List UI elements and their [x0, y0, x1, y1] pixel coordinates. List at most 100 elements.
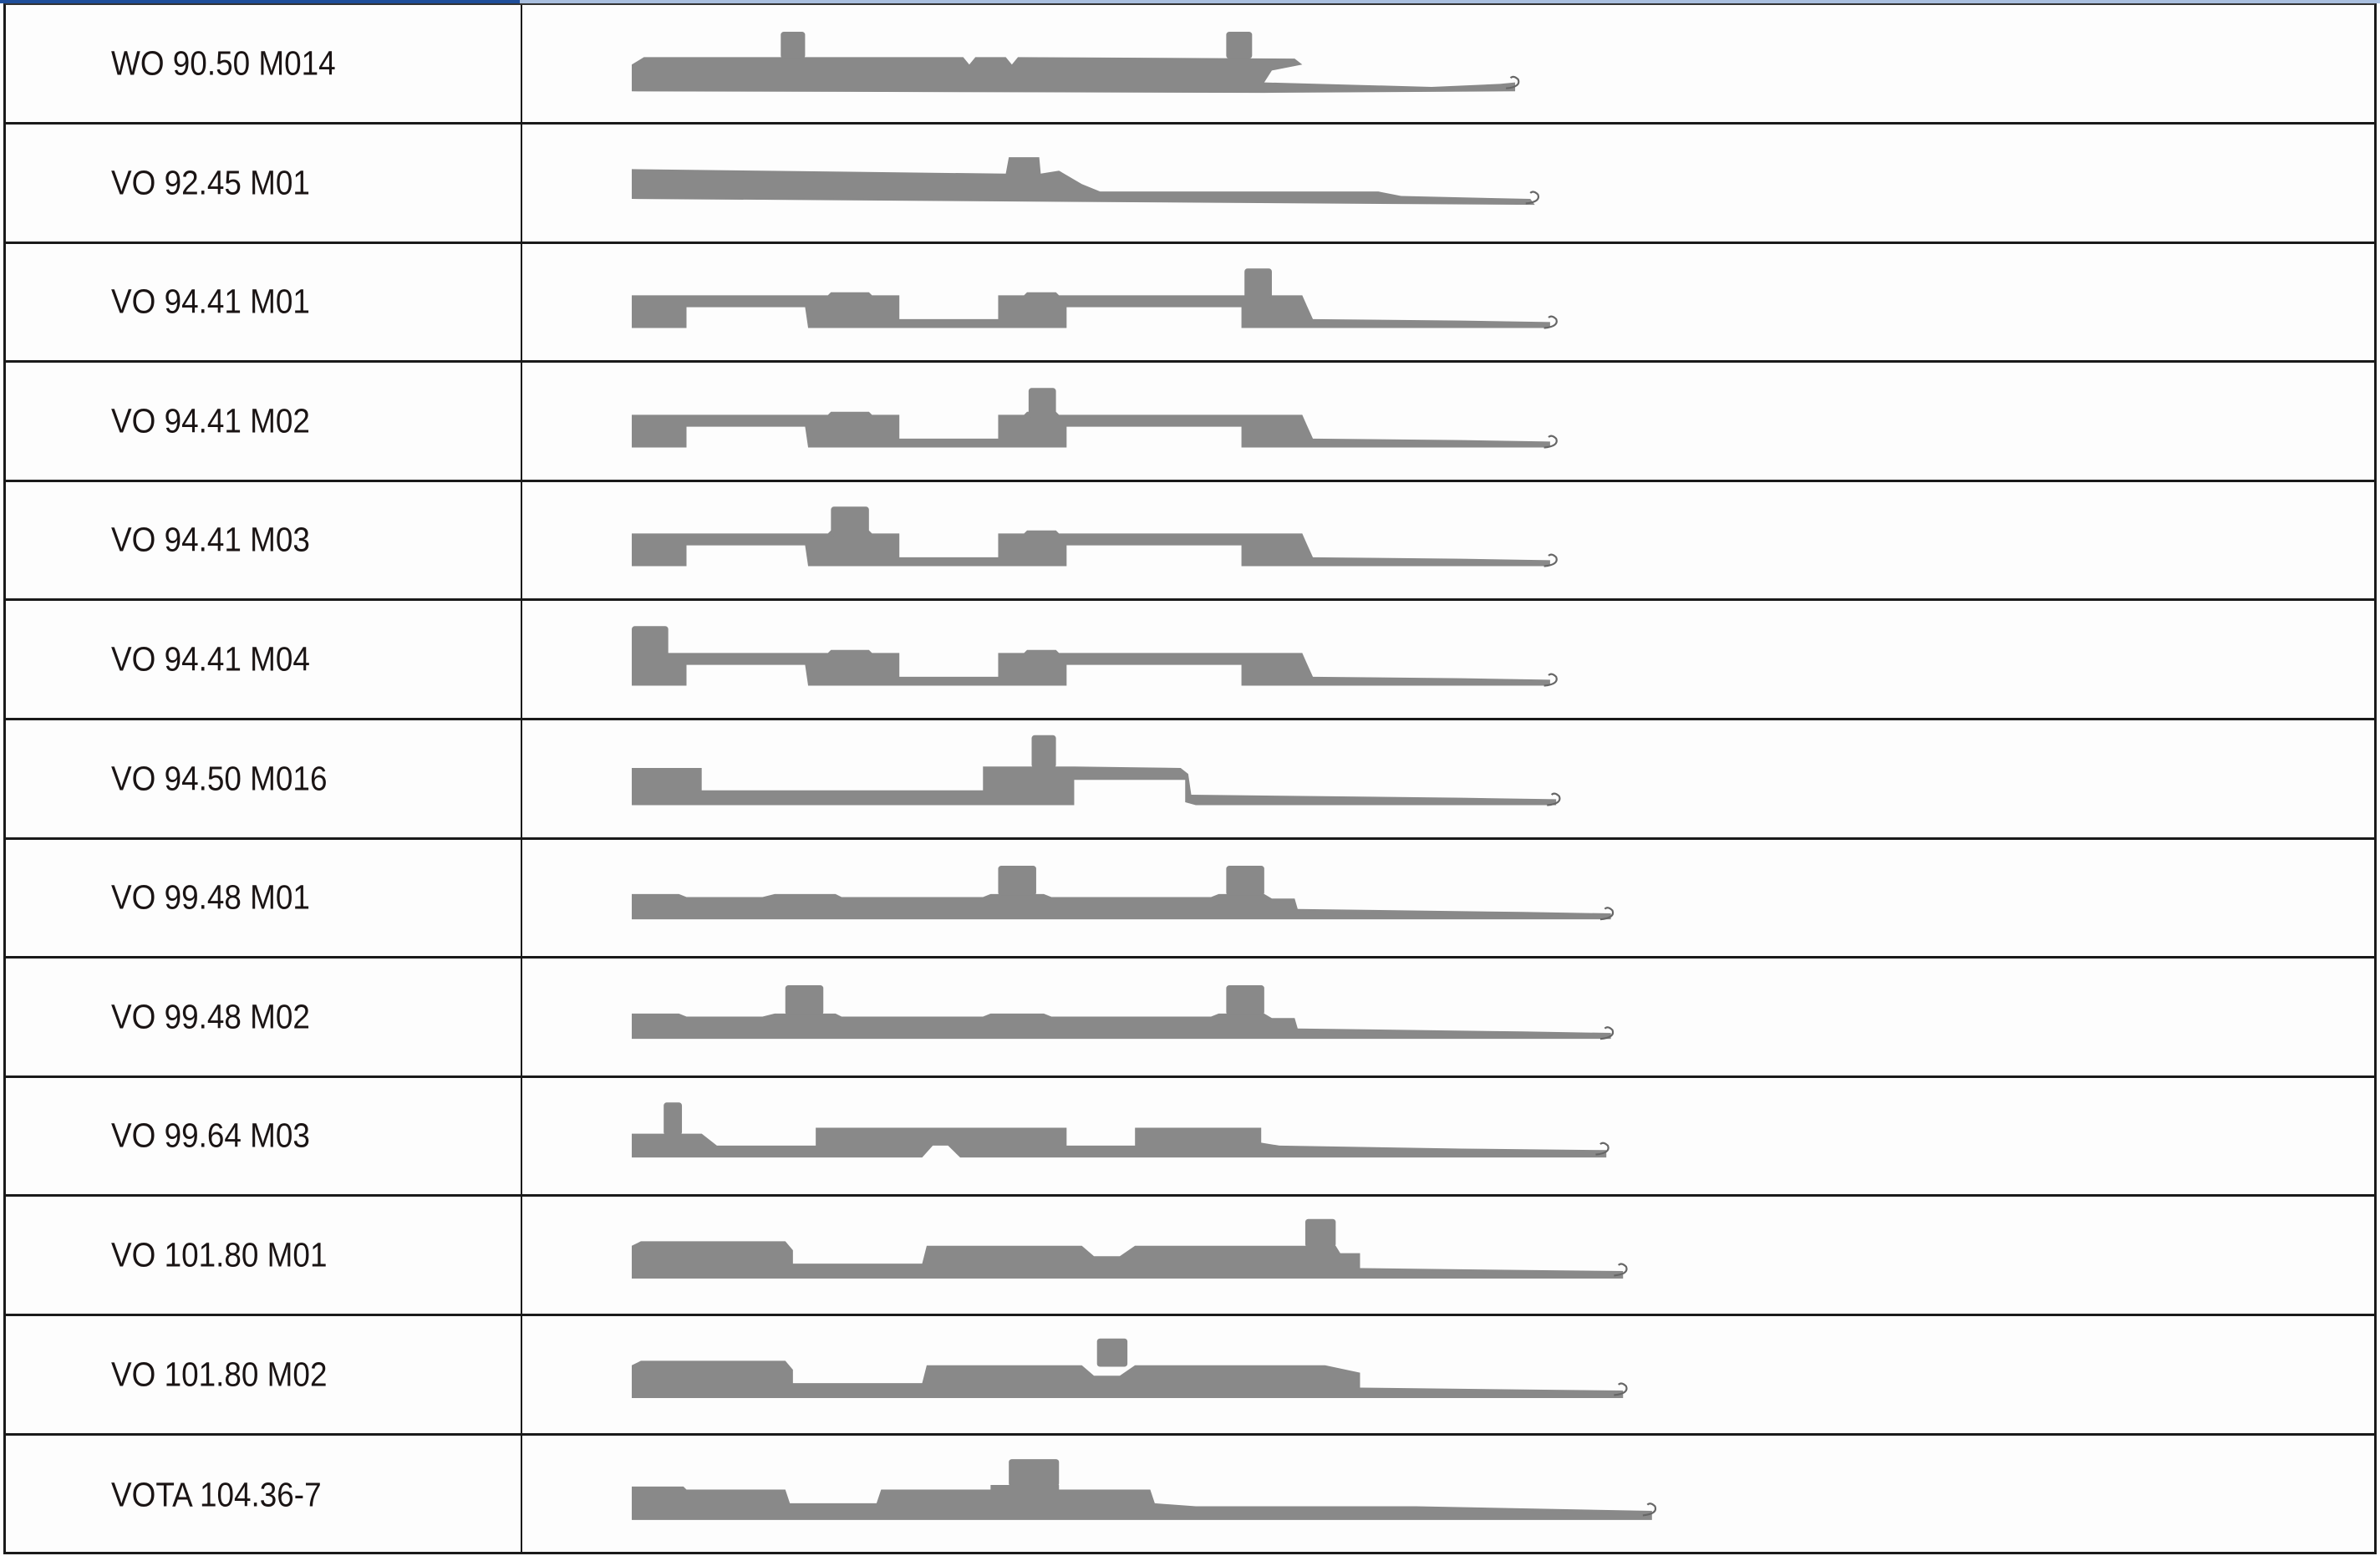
model-label: VO 94.41 M01: [111, 282, 310, 321]
needle-body: [631, 1485, 1652, 1521]
needle-butt: [1244, 268, 1272, 299]
needle-image-cell: [522, 601, 2374, 718]
needle-image-cell: [522, 959, 2374, 1075]
needle-image: [631, 1459, 1657, 1521]
needle-hook: [1543, 315, 1558, 329]
needle-body: [631, 765, 1557, 806]
needle-image-cell: [522, 243, 2374, 360]
model-label: VO 94.50 M016: [111, 759, 328, 798]
needle-hook: [1614, 1382, 1628, 1396]
needle-image: [631, 984, 1615, 1040]
needle-image-cell: [522, 839, 2374, 956]
model-cell: VO 94.41 M02: [6, 362, 522, 480]
model-cell: VOTA 104.36-7: [6, 1435, 522, 1555]
table-row: WO 90.50 M014: [6, 5, 2374, 125]
needle-body: [631, 1013, 1611, 1039]
needle-body: [631, 894, 1611, 920]
table-row: VO 94.41 M03: [6, 481, 2374, 602]
needle-butt: [1096, 1338, 1128, 1367]
model-label: VO 99.48 M01: [111, 877, 310, 917]
model-label: VO 94.41 M03: [111, 520, 310, 559]
model-label: VO 101.80 M01: [111, 1235, 328, 1274]
needle-image: [631, 32, 1520, 94]
needle-image-cell: [522, 720, 2374, 837]
needle-body: [631, 1360, 1624, 1398]
needle-hook: [1543, 553, 1558, 567]
needle-image-cell: [522, 5, 2374, 122]
needle-butt: [831, 506, 869, 537]
needle-hook: [1506, 75, 1520, 89]
needle-body: [631, 411, 1550, 448]
table-row: VO 99.48 M01: [6, 839, 2374, 959]
needle-butt: [664, 1102, 683, 1136]
needle-image-cell: [522, 1435, 2374, 1554]
needle-butt: [631, 626, 669, 656]
needle-hook: [1599, 907, 1615, 921]
model-label: VO 99.48 M02: [111, 997, 310, 1036]
needle-hook: [1547, 792, 1561, 806]
model-label: VO 99.64 M03: [111, 1116, 310, 1155]
needle-catalog-table: WO 90.50 M014 VO 92.45 M01 VO 94.41 M01 VO …: [3, 3, 2377, 1555]
needle-butt: [998, 866, 1036, 896]
header-accent-dark: [0, 0, 520, 3]
needle-body: [631, 531, 1550, 567]
needle-image-cell: [522, 1077, 2374, 1194]
model-cell: VO 101.80 M01: [6, 1197, 522, 1314]
needle-butt: [781, 32, 806, 59]
model-cell: VO 101.80 M02: [6, 1315, 522, 1433]
needle-hook: [1599, 1026, 1615, 1040]
needle-butt: [1031, 735, 1056, 768]
needle-butt: [1226, 32, 1253, 59]
needle-image-cell: [522, 481, 2374, 598]
needle-image: [631, 268, 1558, 329]
needle-image: [631, 866, 1615, 921]
model-cell: VO 94.41 M03: [6, 481, 522, 599]
table-row: VO 99.64 M03: [6, 1077, 2374, 1198]
needle-image: [631, 388, 1558, 449]
table-row: VO 101.80 M01: [6, 1197, 2374, 1316]
needle-image: [631, 156, 1540, 205]
model-cell: VO 92.45 M01: [6, 124, 522, 242]
model-cell: VO 94.50 M016: [6, 720, 522, 837]
needle-image: [631, 626, 1558, 687]
model-cell: VO 99.64 M03: [6, 1077, 522, 1195]
model-cell: WO 90.50 M014: [6, 5, 522, 122]
needle-butt: [785, 984, 824, 1015]
model-label: VO 94.41 M02: [111, 401, 310, 440]
needle-image: [631, 1102, 1610, 1158]
needle-hook: [1642, 1503, 1657, 1517]
table-row: VO 94.50 M016: [6, 720, 2374, 840]
table-row: VO 101.80 M02: [6, 1315, 2374, 1436]
table-row: VO 94.41 M04: [6, 601, 2374, 720]
needle-hook: [1525, 191, 1540, 205]
needle-butt: [1226, 866, 1264, 896]
model-label: VO 101.80 M02: [111, 1355, 328, 1394]
needle-butt: [1009, 1459, 1060, 1487]
model-label: VOTA 104.36-7: [111, 1475, 322, 1514]
table-row: VO 94.41 M01: [6, 243, 2374, 364]
model-cell: VO 99.48 M02: [6, 958, 522, 1075]
needle-image: [631, 1338, 1628, 1398]
needle-body: [631, 292, 1550, 328]
needle-image: [631, 735, 1561, 806]
needle-butt: [1226, 984, 1264, 1015]
needle-body: [631, 156, 1535, 205]
model-cell: VO 99.48 M01: [6, 839, 522, 957]
needle-butt: [1304, 1218, 1336, 1248]
needle-hook: [1543, 673, 1558, 687]
table-row: VO 94.41 M02: [6, 362, 2374, 482]
needle-body: [631, 57, 1516, 94]
model-label: VO 92.45 M01: [111, 163, 310, 202]
needle-image: [631, 1218, 1628, 1279]
model-label: VO 94.41 M04: [111, 639, 310, 679]
needle-body: [631, 1241, 1624, 1279]
model-cell: VO 94.41 M01: [6, 243, 522, 361]
needle-hook: [1614, 1263, 1628, 1277]
needle-butt: [1028, 388, 1056, 418]
needle-image-cell: [522, 1316, 2374, 1433]
needle-image: [631, 506, 1558, 567]
header-accent-bar: [0, 0, 2380, 3]
needle-image-cell: [522, 1197, 2374, 1314]
needle-hook: [1543, 435, 1558, 449]
table-row: VO 92.45 M01: [6, 124, 2374, 244]
